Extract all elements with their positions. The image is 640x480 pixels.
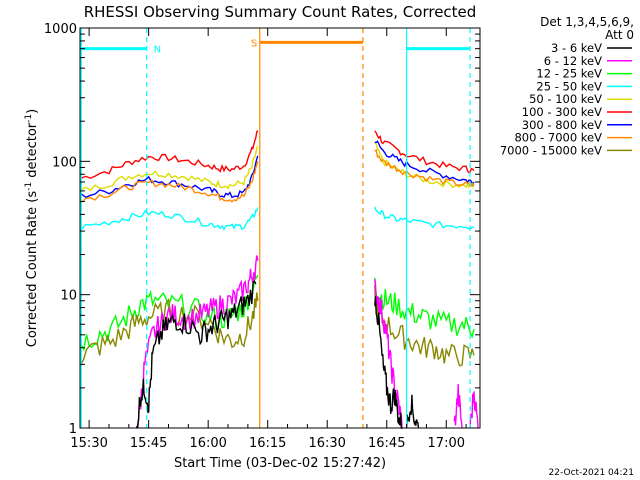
x-tick-label-4: 16:30 bbox=[308, 436, 345, 451]
y-tick-label-1: 10 bbox=[60, 289, 77, 304]
plot-timestamp: 22-Oct-2021 04:21 bbox=[549, 468, 634, 478]
series-2-segment-1 bbox=[374, 140, 475, 186]
legend-label-2: 12 - 25 keV bbox=[536, 67, 602, 81]
series-8-segment-0 bbox=[136, 279, 257, 429]
x-tick-label-2: 16:00 bbox=[189, 436, 226, 451]
series-6-segment-0 bbox=[80, 292, 259, 365]
x-tick-label-1: 15:45 bbox=[130, 436, 167, 451]
y-axis-label: Corrected Count Rate (s-1 detector-1) bbox=[24, 109, 40, 347]
legend-label-7: 800 - 7000 keV bbox=[514, 131, 602, 145]
series-2-segment-0 bbox=[80, 155, 259, 199]
series-1-segment-0 bbox=[80, 145, 259, 192]
legend-label-3: 25 - 50 keV bbox=[536, 79, 602, 93]
series-3-segment-1 bbox=[374, 148, 475, 187]
y-axis: 1 10 100 1000 bbox=[44, 22, 480, 437]
series-8-segment-2 bbox=[405, 394, 420, 429]
y-axis-label-part-1: Corrected Count Rate (s bbox=[25, 191, 40, 348]
series-4-segment-1 bbox=[374, 206, 475, 230]
chart-title: RHESSI Observing Summary Count Rates, Co… bbox=[84, 3, 477, 21]
legend-label-8: 7000 - 15000 keV bbox=[500, 143, 602, 157]
marker-S-label: S bbox=[251, 38, 257, 49]
plot-frame bbox=[79, 27, 481, 429]
legend-label-4: 50 - 100 keV bbox=[529, 92, 602, 106]
x-tick-label-5: 16:45 bbox=[368, 436, 405, 451]
series-4-segment-0 bbox=[80, 207, 259, 231]
legend-label-6: 300 - 800 keV bbox=[522, 118, 602, 132]
y-tick-label-3: 1000 bbox=[44, 22, 77, 37]
legend-header-line-1: Det 1,3,4,5,6,9, bbox=[540, 15, 634, 29]
y-axis-label-part-4: -1 bbox=[24, 114, 34, 123]
x-axis: 15:30 15:45 16:00 16:15 16:30 16:45 17:00 bbox=[70, 28, 467, 451]
y-axis-label-part-2: -1 bbox=[24, 182, 34, 191]
x-axis-label: Start Time (03-Dec-02 15:27:42) bbox=[174, 456, 386, 471]
y-axis-label-part-3: detector bbox=[25, 122, 40, 182]
legend-label-0: 3 - 6 keV bbox=[551, 41, 602, 55]
x-tick-label-0: 15:30 bbox=[70, 436, 107, 451]
legend-header-line-2: Att 0 bbox=[605, 28, 634, 42]
y-axis-label-part-5: ) bbox=[25, 109, 40, 114]
series-0-segment-1 bbox=[374, 130, 475, 174]
series-5-segment-1 bbox=[374, 277, 475, 339]
x-tick-label-6: 17:00 bbox=[428, 436, 465, 451]
x-tick-label-3: 16:15 bbox=[249, 436, 286, 451]
series-7-segment-0 bbox=[136, 255, 259, 429]
y-tick-label-2: 100 bbox=[52, 155, 77, 170]
series-8-segment-1 bbox=[374, 296, 403, 429]
legend-label-5: 100 - 300 keV bbox=[522, 105, 602, 119]
y-tick-label-0: 1 bbox=[69, 422, 77, 437]
series-3-segment-0 bbox=[80, 161, 259, 204]
marker-N-label: N bbox=[154, 45, 161, 56]
series-0-segment-0 bbox=[80, 130, 259, 179]
series-7-segment-2 bbox=[453, 384, 463, 429]
series-layer bbox=[80, 130, 479, 429]
series-7-segment-3 bbox=[469, 391, 479, 429]
event-marker-layer: NS bbox=[80, 28, 471, 428]
series-5-segment-0 bbox=[80, 272, 259, 352]
legend-label-1: 6 - 12 keV bbox=[544, 54, 602, 68]
